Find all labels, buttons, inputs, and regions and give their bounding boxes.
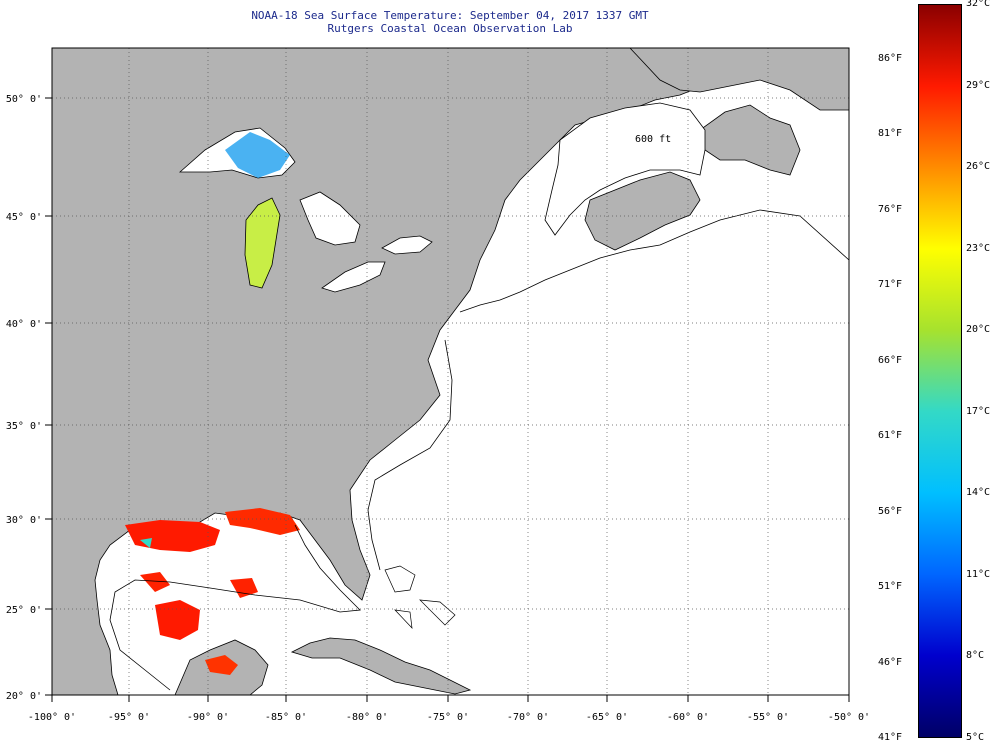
- fahrenheit-label: 76°F: [878, 204, 903, 215]
- latitude-label: 35° 0': [6, 421, 42, 432]
- latitude-label: 45° 0': [6, 212, 42, 223]
- land-newfoundland: [699, 104, 801, 176]
- gulf-st-lawrence: [544, 102, 706, 236]
- land-labrador: [629, 48, 849, 111]
- longitude-label: -90° 0': [187, 712, 229, 723]
- celsius-label: 17°C: [966, 405, 991, 417]
- latitude-label: 40° 0': [6, 319, 42, 330]
- celsius-label: 8°C: [966, 650, 985, 662]
- map-title: NOAA-18 Sea Surface Temperature: Septemb…: [251, 9, 649, 22]
- celsius-label: 20°C: [966, 324, 991, 336]
- fahrenheit-label: 41°F: [878, 732, 903, 743]
- lake-ontario: [381, 235, 433, 255]
- lake-erie: [321, 261, 386, 293]
- gulf-sst-patches: [125, 508, 300, 675]
- longitude-label: -65° 0': [586, 712, 628, 723]
- longitude-labels: -100° 0' -95° 0' -90° 0' -85° 0' -80° 0' -75°…: [28, 695, 870, 723]
- depth-contour-600ft-gulf: [109, 524, 361, 691]
- sst-colorbar: [918, 4, 962, 738]
- latitude-labels: 50° 0' 45° 0' 40° 0' 35° 0' 30° 0' 25° 0' 20° …: [6, 94, 52, 702]
- longitude-label: -75° 0': [427, 712, 469, 723]
- longitude-label: -50° 0': [828, 712, 870, 723]
- lake-huron: [299, 191, 361, 246]
- land-maritimes: [584, 171, 701, 251]
- celsius-label: 26°C: [966, 161, 991, 173]
- fahrenheit-label: 56°F: [878, 506, 903, 517]
- lake-michigan: [244, 197, 281, 289]
- map-subtitle: Rutgers Coastal Ocean Observation Lab: [327, 22, 573, 35]
- fahrenheit-label: 81°F: [878, 128, 903, 139]
- celsius-label: 29°C: [966, 79, 991, 91]
- fahrenheit-label: 71°F: [878, 279, 903, 290]
- fahrenheit-label: 51°F: [878, 581, 903, 592]
- celsius-label: 14°C: [966, 487, 991, 499]
- latitude-label: 20° 0': [6, 691, 42, 702]
- fahrenheit-label: 46°F: [878, 657, 903, 668]
- contour-label: 600 ft: [635, 134, 671, 145]
- fahrenheit-label: 61°F: [878, 430, 903, 441]
- graticule: [52, 48, 849, 695]
- celsius-label: 32°C: [966, 0, 991, 9]
- celsius-label: 5°C: [966, 732, 985, 743]
- fahrenheit-label: 86°F: [878, 53, 903, 64]
- latitude-label: 25° 0': [6, 605, 42, 616]
- depth-contour-600ft-south: [367, 339, 453, 571]
- latitude-label: 30° 0': [6, 515, 42, 526]
- celsius-label: 23°C: [966, 242, 991, 254]
- bahamas-islands: [384, 565, 456, 630]
- longitude-label: -70° 0': [507, 712, 549, 723]
- celsius-label: 11°C: [966, 568, 991, 580]
- longitude-label: -85° 0': [265, 712, 307, 723]
- fahrenheit-label: 66°F: [878, 355, 903, 366]
- longitude-label: -95° 0': [108, 712, 150, 723]
- land-cuba: [290, 637, 472, 695]
- longitude-label: -80° 0': [346, 712, 388, 723]
- longitude-label: -60° 0': [667, 712, 709, 723]
- longitude-label: -100° 0': [28, 712, 76, 723]
- map-frame: [51, 47, 850, 696]
- latitude-label: 50° 0': [6, 94, 42, 105]
- longitude-label: -55° 0': [747, 712, 789, 723]
- lake-superior-sst: [225, 132, 290, 178]
- depth-contour-600ft: [459, 209, 849, 313]
